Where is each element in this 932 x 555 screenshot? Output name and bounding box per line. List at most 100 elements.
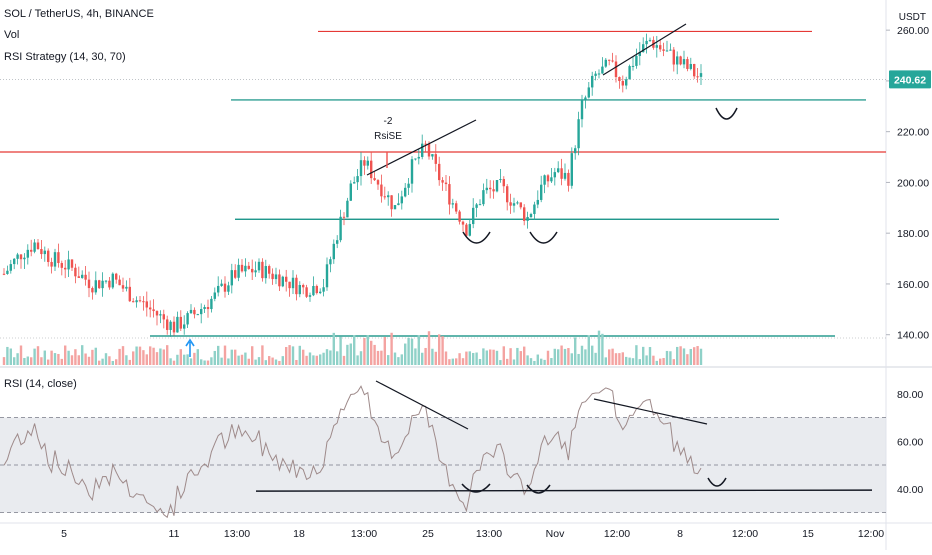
signal-count: -2: [384, 116, 393, 127]
volume-bar: [390, 332, 393, 365]
volume-bar: [291, 346, 295, 365]
volume-bar: [686, 354, 689, 365]
volume-bar: [366, 335, 369, 365]
strategy-legend[interactable]: RSI Strategy (14, 30, 70): [4, 51, 126, 63]
candle-body: [240, 264, 244, 272]
candle-body: [281, 276, 284, 287]
candle-body: [319, 291, 322, 294]
candle-body: [33, 242, 36, 252]
rsi-support-line: [255, 489, 873, 492]
volume-bar: [2, 357, 6, 365]
volume-bar: [264, 360, 267, 365]
volume-bar: [363, 337, 366, 365]
volume-bar: [36, 346, 40, 365]
volume-bar: [587, 335, 590, 365]
candle-body: [342, 216, 346, 218]
candle-body: [43, 250, 46, 255]
candle-body: [594, 73, 597, 76]
candle-body: [489, 187, 492, 190]
bottom-curve-marker: [715, 107, 738, 120]
volume-bar: [594, 352, 597, 365]
candle-body: [560, 168, 563, 179]
candle-body: [472, 207, 475, 225]
candle-body: [366, 160, 369, 166]
candle-body: [455, 203, 458, 212]
volume-bar: [376, 350, 380, 365]
candle-body: [618, 77, 621, 82]
candle-body: [400, 196, 403, 204]
volume-bar: [64, 345, 67, 365]
candle-body: [679, 56, 682, 65]
rsi-tick-label: 80.00: [897, 389, 923, 401]
time-tick-label: 12:00: [858, 528, 884, 540]
volume-bar: [461, 358, 465, 365]
volume-bar: [111, 360, 114, 365]
volume-legend[interactable]: Vol: [4, 29, 20, 41]
rsi-title[interactable]: RSI (14, close): [4, 378, 77, 390]
volume-bar: [608, 349, 611, 365]
candle-body: [608, 59, 611, 61]
volume-bar: [322, 352, 325, 365]
candle-body: [183, 324, 186, 329]
volume-bar: [601, 333, 604, 365]
volume-bar: [458, 353, 461, 365]
volume-bar: [380, 350, 383, 365]
volume-bar: [319, 354, 322, 365]
candle-body: [621, 81, 624, 86]
volume-bar: [404, 343, 407, 365]
volume-bar: [196, 349, 199, 365]
candle-body: [179, 316, 182, 329]
candle-body: [461, 221, 465, 225]
candle-body: [149, 307, 152, 310]
volume-bar: [261, 345, 264, 365]
candle-body: [53, 252, 57, 267]
volume-bar: [383, 336, 386, 365]
volume-bar: [611, 348, 614, 365]
volume-bar: [308, 352, 312, 365]
candle-body: [166, 319, 169, 330]
volume-bar: [465, 351, 468, 365]
price-tick-label: 260.00: [897, 25, 929, 37]
volume-bar: [448, 359, 451, 365]
candle-body: [26, 249, 29, 258]
candle-body: [298, 285, 301, 295]
volume-bar: [570, 353, 573, 365]
volume-bar: [285, 347, 288, 365]
bottom-curve-marker: [529, 231, 558, 244]
time-tick-label: 5: [61, 528, 67, 540]
volume-bar: [519, 351, 522, 365]
volume-bar: [189, 358, 193, 365]
trendline-price-1: [366, 119, 477, 176]
volume-bar: [57, 353, 60, 365]
candle-body: [268, 266, 271, 274]
candle-body: [295, 277, 298, 295]
candle-body: [570, 153, 573, 186]
rsi-tick-label: 60.00: [897, 436, 923, 448]
candle-body: [329, 259, 332, 265]
candle-body: [94, 280, 97, 293]
price-tick-label: 180.00: [897, 228, 929, 240]
volume-bar: [618, 353, 621, 365]
volume-bar: [597, 330, 601, 365]
volume-bar: [278, 360, 281, 365]
candle-body: [553, 172, 556, 178]
symbol-legend[interactable]: SOL / TetherUS, 4h, BINANCE: [4, 8, 154, 20]
candle-body: [387, 195, 390, 198]
volume-bar: [74, 349, 77, 365]
candle-body: [631, 65, 635, 67]
candle-body: [577, 119, 580, 149]
volume-bar: [614, 353, 618, 365]
candle-body: [509, 202, 512, 206]
volume-bar: [295, 359, 298, 365]
candle-body: [533, 204, 536, 215]
candle-body: [434, 154, 437, 164]
candle-body: [523, 207, 526, 221]
candle-body: [87, 279, 91, 289]
volume-bar: [557, 349, 560, 365]
candle-body: [322, 287, 325, 292]
candle-body: [424, 143, 427, 145]
candle-body: [563, 172, 567, 179]
candle-body: [278, 274, 281, 287]
